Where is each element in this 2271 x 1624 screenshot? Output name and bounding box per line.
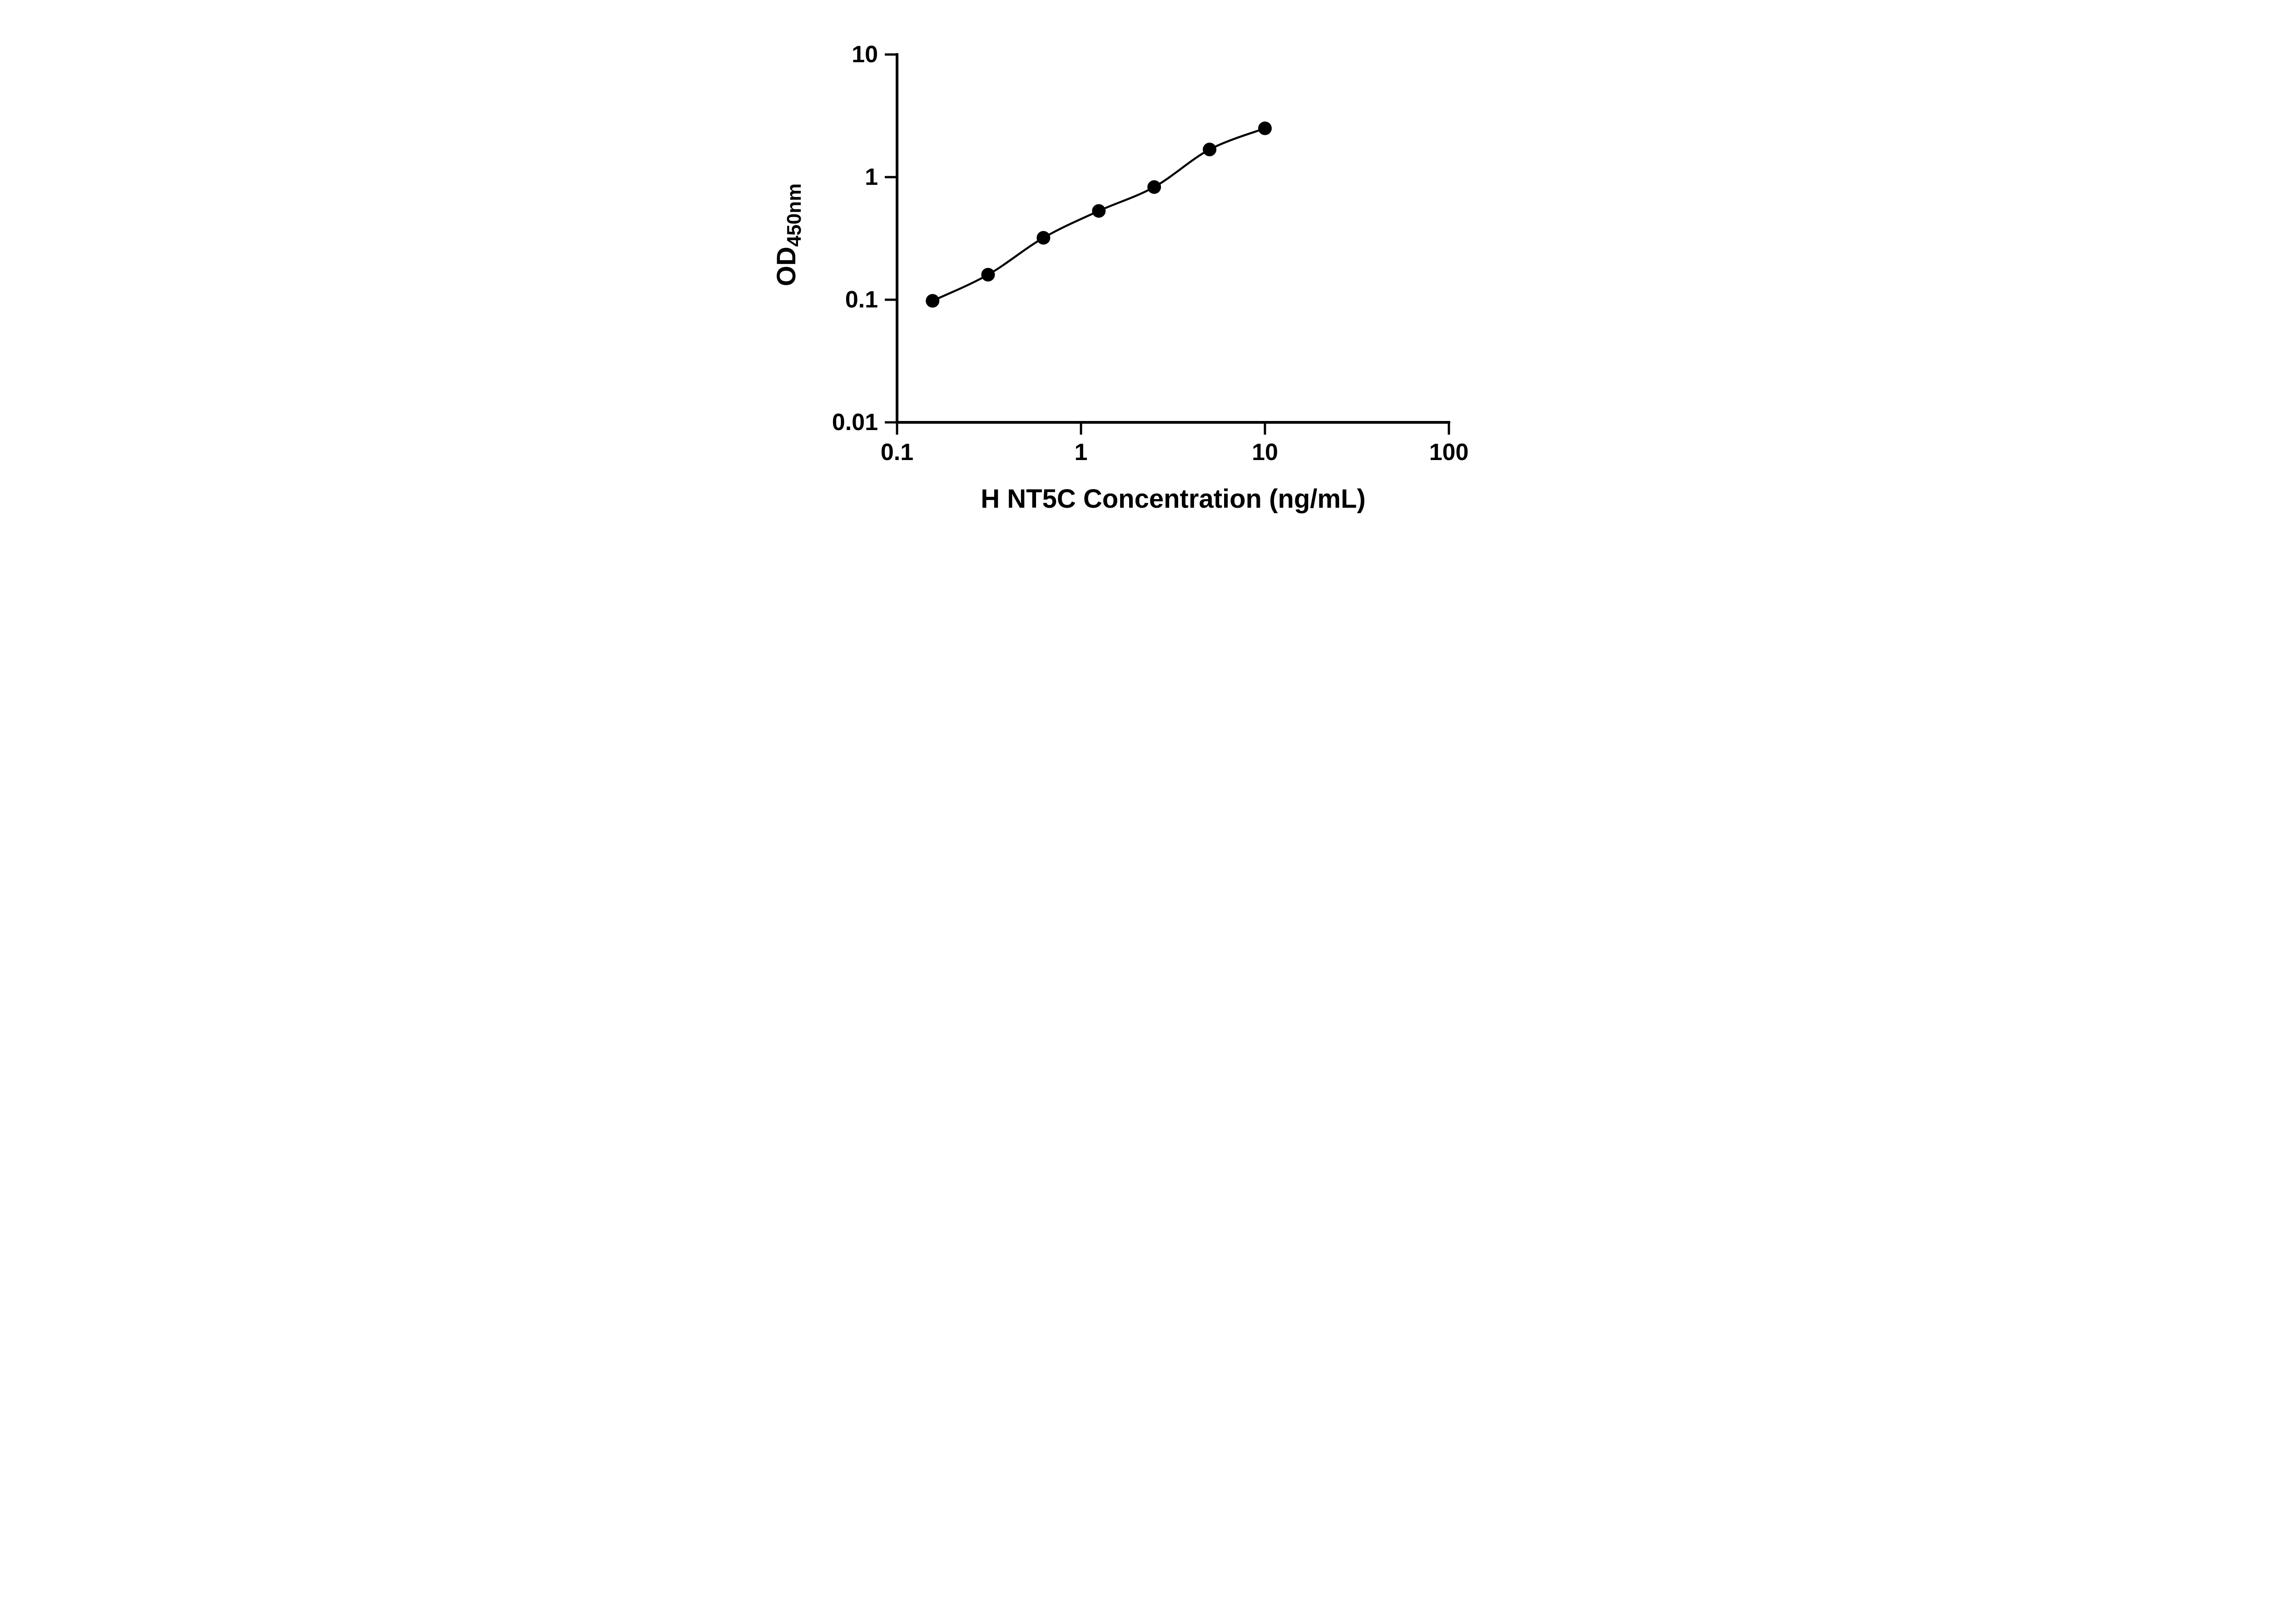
y-axis-title: OD450nm: [772, 183, 805, 286]
x-axis-tick-label: 1: [1075, 439, 1088, 465]
data-point-marker: [1258, 121, 1272, 135]
data-point-marker: [1203, 143, 1217, 157]
data-point-marker: [1147, 180, 1161, 194]
y-axis-tick-label: 0.1: [845, 287, 878, 313]
data-point-marker: [926, 294, 940, 308]
data-point-marker: [1092, 204, 1106, 218]
axis-lines: [896, 53, 1450, 424]
x-axis-title: H NT5C Concentration (ng/mL): [981, 484, 1365, 514]
y-axis-tick-label: 10: [852, 41, 878, 68]
x-axis-tick-label: 100: [1429, 439, 1469, 465]
y-axis-title-main: OD: [772, 247, 801, 286]
y-axis-tick-label: 0.01: [832, 409, 878, 436]
x-axis-tick-label: 0.1: [881, 439, 913, 465]
od-standard-curve-chart: 0.1 1 10 100 0.01 0.1 1 10 H NT5C Concentration…: [747, 0, 1524, 541]
x-axis-tick-label: 10: [1252, 439, 1278, 465]
y-axis-tick-label: 1: [865, 164, 878, 190]
y-axis-title-subscript: 450nm: [783, 183, 805, 247]
data-point-marker: [981, 267, 995, 282]
data-point-marker: [1036, 231, 1051, 245]
